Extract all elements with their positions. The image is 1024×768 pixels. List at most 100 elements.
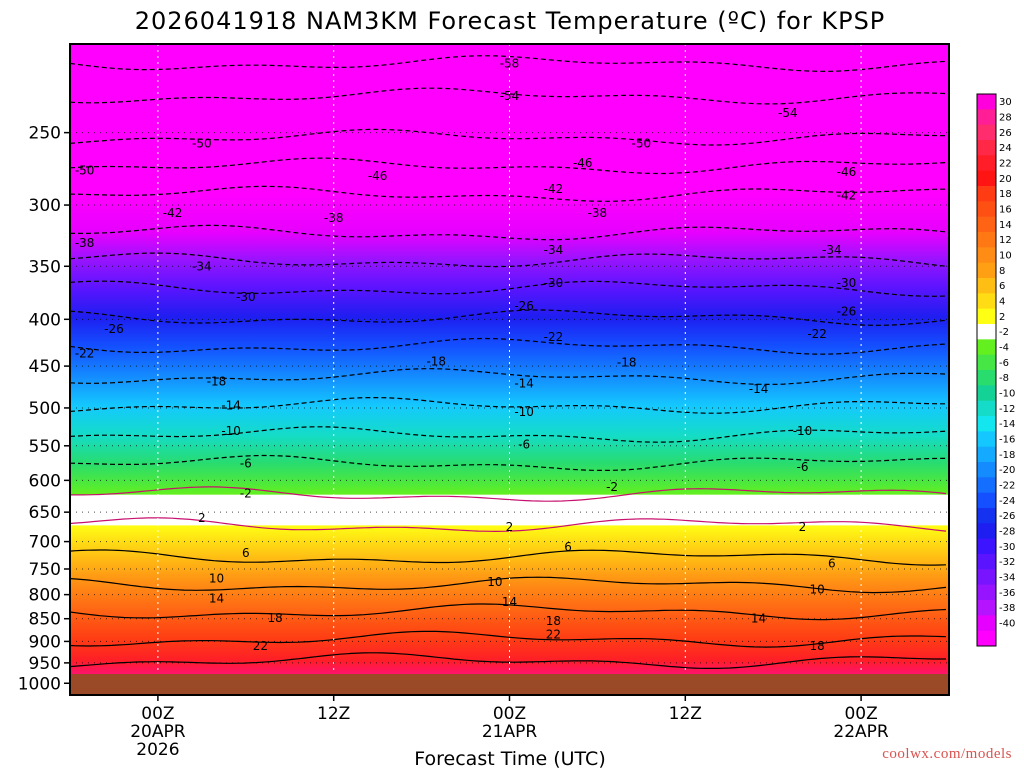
colorbar-swatch — [977, 278, 996, 294]
contour-label: -50 — [632, 137, 652, 151]
colorbar-label: 2 — [999, 312, 1005, 323]
isotherm-line — [70, 87, 947, 105]
colorbar-label: -16 — [999, 435, 1015, 446]
contour-label: -54 — [500, 89, 520, 103]
contour-label: -26 — [837, 304, 857, 318]
y-tick-label: 850 — [29, 610, 61, 630]
contour-label: -6 — [797, 460, 809, 474]
contour-label: -30 — [236, 290, 256, 304]
colorbar-swatch — [977, 94, 996, 110]
contour-label: 14 — [751, 612, 766, 626]
colorbar-swatch — [977, 554, 996, 570]
contour-label: -34 — [822, 243, 842, 257]
credit-text: coolwx.com/models — [882, 746, 1012, 762]
colorbar-label: -20 — [999, 465, 1015, 476]
x-tick-label: 12Z — [669, 704, 702, 724]
x-axis-label: Forecast Time (UTC) — [414, 748, 605, 768]
contour-label: -42 — [837, 189, 857, 203]
contour-label: -2 — [606, 480, 618, 494]
colorbar-swatch — [977, 492, 996, 509]
colorbar-swatch — [977, 385, 996, 402]
ground-surface — [70, 674, 949, 695]
colorbar-label: -30 — [999, 542, 1015, 553]
y-tick-label: 900 — [29, 632, 61, 652]
colorbar-label: -26 — [999, 511, 1015, 522]
contour-label: -50 — [192, 137, 212, 151]
contour-label: -38 — [75, 236, 95, 250]
isotherm-line — [70, 652, 946, 669]
y-tick-label: 800 — [29, 586, 61, 606]
contour-label: -58 — [500, 56, 520, 70]
colorbar-label: -12 — [999, 404, 1015, 415]
contour-label: -26 — [104, 322, 124, 336]
contour-label: -6 — [240, 456, 252, 470]
y-tick-label: 650 — [29, 503, 61, 523]
contour-label: -22 — [75, 347, 95, 361]
y-tick-label: 450 — [29, 357, 61, 377]
x-tick-label: 12Z — [317, 704, 350, 724]
isotherm-line — [70, 128, 946, 146]
colorbar-swatch — [977, 216, 996, 233]
colorbar-swatch — [977, 247, 996, 264]
colorbar-swatch — [977, 354, 996, 371]
colorbar-label: 14 — [999, 220, 1012, 231]
y-tick-label: 400 — [29, 310, 61, 330]
contour-label: -10 — [793, 424, 813, 438]
colorbar-swatch — [977, 431, 996, 448]
y-tick-label: 1000 — [18, 674, 61, 694]
colorbar-label: 22 — [999, 159, 1012, 170]
colorbar-label: -2 — [999, 327, 1009, 338]
isotherm-line — [70, 55, 947, 73]
colorbar-label: -32 — [999, 557, 1015, 568]
contour-label: 14 — [209, 592, 224, 606]
contour-label: -50 — [75, 163, 95, 177]
colorbar-label: -10 — [999, 389, 1015, 400]
contour-label: -6 — [518, 437, 530, 451]
contour-label: 2 — [799, 520, 807, 534]
colorbar-label: -36 — [999, 588, 1015, 599]
isotherm-line — [70, 280, 947, 297]
colorbar-label: -28 — [999, 527, 1015, 538]
contour-label: -10 — [514, 405, 534, 419]
contour-label: -18 — [207, 375, 227, 389]
isotherm-line — [70, 486, 947, 502]
colorbar-swatch — [977, 170, 996, 187]
isotherm-line — [70, 309, 947, 326]
colorbar-label: -6 — [999, 358, 1009, 369]
contour-label: 2 — [198, 511, 206, 525]
colorbar-swatch — [977, 523, 996, 540]
chart-title: 2026041918 NAM3KM Forecast Temperature (… — [135, 7, 886, 35]
colorbar-label: -4 — [999, 343, 1009, 354]
colorbar-swatch — [977, 140, 996, 156]
contour-label: -22 — [807, 327, 827, 341]
isotherm-line — [70, 603, 947, 621]
isotherm-contours — [70, 55, 947, 669]
colorbar-swatch — [977, 324, 996, 340]
isotherm-line — [70, 368, 947, 385]
contour-labels: -58 -54 -54 -50 -50 -50 -46 -46 -46 -42 -42 -42 -38 -… — [75, 56, 856, 652]
contour-label: -14 — [514, 376, 534, 390]
colorbar-swatch — [977, 569, 996, 586]
y-tick-label: 600 — [29, 471, 61, 491]
colorbar-label: 10 — [999, 251, 1012, 262]
contour-label: 10 — [810, 583, 825, 597]
contour-label: -54 — [778, 106, 798, 120]
colorbar-swatch — [977, 416, 996, 432]
colorbar-label: 12 — [999, 235, 1012, 246]
colorbar-label: -40 — [999, 619, 1015, 630]
x-tick-label: 00Z — [493, 704, 526, 724]
colorbar-swatch — [977, 630, 996, 647]
contour-label: -18 — [426, 355, 446, 369]
colorbar-swatch — [977, 446, 996, 463]
colorbar-label: 28 — [999, 113, 1012, 124]
colorbar-label: 24 — [999, 143, 1012, 154]
y-tick-label: 250 — [29, 124, 61, 144]
contour-label: 22 — [546, 628, 561, 642]
contour-label: -46 — [837, 165, 857, 179]
contour-label: -46 — [573, 156, 593, 170]
contour-label: 18 — [267, 611, 282, 625]
contour-label: -2 — [240, 486, 252, 500]
colorbar-label: -8 — [999, 373, 1009, 384]
colorbar-swatch — [977, 124, 996, 141]
